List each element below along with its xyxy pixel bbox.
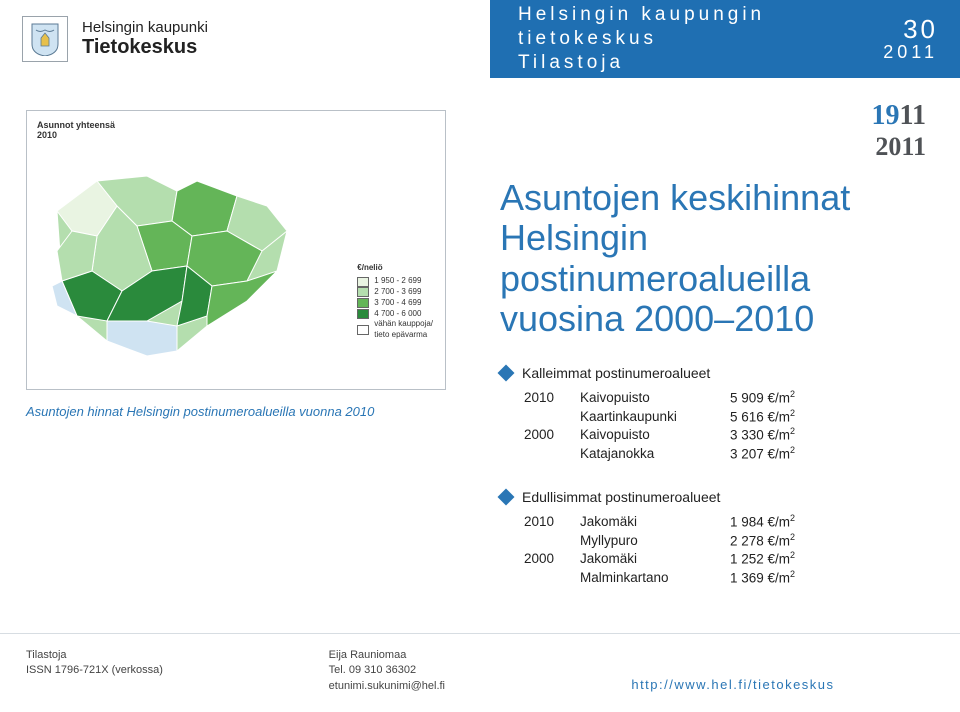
footer: Tilastoja ISSN 1796-721X (verkossa) Eija… bbox=[0, 633, 960, 712]
cell-place: Jakomäki bbox=[580, 513, 730, 532]
footer-tel: Tel. 09 310 36302 bbox=[329, 663, 632, 678]
footer-author: Eija Rauniomaa bbox=[329, 648, 632, 663]
diamond-icon bbox=[498, 489, 515, 506]
section-cheap: Edullisimmat postinumeroalueet 2010Jakom… bbox=[500, 489, 934, 587]
header-left: Helsingin kaupunki Tietokeskus bbox=[0, 0, 490, 78]
table-row: 2000Jakomäki1 252 €/m2 bbox=[524, 550, 805, 569]
left-column: Asunnot yhteensä 2010 bbox=[26, 106, 486, 587]
footer-email: etunimi.sukunimi@hel.fi bbox=[329, 679, 632, 694]
cell-value: 1 252 €/m2 bbox=[730, 550, 805, 569]
cell-value: 3 207 €/m2 bbox=[730, 445, 805, 464]
section-heading: Kalleimmat postinumeroalueet bbox=[500, 365, 934, 381]
cell-value: 2 278 €/m2 bbox=[730, 532, 805, 551]
diamond-icon bbox=[498, 365, 515, 382]
anniv-11: 11 bbox=[900, 100, 926, 131]
publication-line2: Tilastoja bbox=[518, 51, 883, 75]
anniv-bottom: 2011 bbox=[872, 132, 926, 162]
cell-year bbox=[524, 408, 580, 427]
legend-label: 4 700 - 6 000 bbox=[374, 309, 421, 320]
cell-value: 5 909 €/m2 bbox=[730, 389, 805, 408]
footer-col-2: Eija Rauniomaa Tel. 09 310 36302 etunimi… bbox=[329, 648, 632, 694]
legend-label: 2 700 - 3 699 bbox=[374, 287, 421, 298]
cell-place: Katajanokka bbox=[580, 445, 730, 464]
org-unit: Tietokeskus bbox=[82, 36, 208, 59]
legend-title: €/neliö bbox=[357, 263, 433, 274]
table-row: Myllypuro2 278 €/m2 bbox=[524, 532, 805, 551]
expensive-table: 2010Kaivopuisto5 909 €/m2 Kaartinkaupunk… bbox=[524, 389, 805, 463]
section-heading-text: Edullisimmat postinumeroalueet bbox=[522, 489, 720, 505]
org-city: Helsingin kaupunki bbox=[82, 19, 208, 36]
section-heading: Edullisimmat postinumeroalueet bbox=[500, 489, 934, 505]
legend-label: 1 950 - 2 699 bbox=[374, 276, 421, 287]
cell-value: 1 369 €/m2 bbox=[730, 569, 805, 588]
legend-swatch bbox=[357, 325, 369, 335]
city-crest-icon bbox=[22, 16, 68, 62]
cell-year: 2010 bbox=[524, 389, 580, 408]
legend-label: vähän kauppoja/ tieto epävarma bbox=[374, 319, 433, 341]
legend-swatch bbox=[357, 298, 369, 308]
map-caption: Asuntojen hinnat Helsingin postinumeroal… bbox=[26, 404, 486, 419]
cell-year: 2000 bbox=[524, 550, 580, 569]
legend-row: 4 700 - 6 000 bbox=[357, 309, 433, 320]
issue-year: 2011 bbox=[883, 43, 938, 62]
cell-value: 1 984 €/m2 bbox=[730, 513, 805, 532]
footer-col-1: Tilastoja ISSN 1796-721X (verkossa) bbox=[26, 648, 329, 694]
main: Asunnot yhteensä 2010 bbox=[0, 78, 960, 587]
cell-place: Kaartinkaupunki bbox=[580, 408, 730, 427]
table-row: Malminkartano1 369 €/m2 bbox=[524, 569, 805, 588]
header-right: Helsingin kaupungin tietokeskus Tilastoj… bbox=[490, 0, 960, 78]
legend-row: vähän kauppoja/ tieto epävarma bbox=[357, 319, 433, 341]
document-title: Asuntojen keskihinnat Helsingin postinum… bbox=[500, 178, 934, 339]
cell-year: 2000 bbox=[524, 426, 580, 445]
legend-row: 2 700 - 3 699 bbox=[357, 287, 433, 298]
cheap-table: 2010Jakomäki1 984 €/m2 Myllypuro2 278 €/… bbox=[524, 513, 805, 587]
cell-value: 5 616 €/m2 bbox=[730, 408, 805, 427]
table-row: 2000Kaivopuisto3 330 €/m2 bbox=[524, 426, 805, 445]
legend-row: 3 700 - 4 699 bbox=[357, 298, 433, 309]
section-expensive: Kalleimmat postinumeroalueet 2010Kaivopu… bbox=[500, 365, 934, 463]
right-column: Asuntojen keskihinnat Helsingin postinum… bbox=[486, 106, 934, 587]
footer-link[interactable]: http://www.hel.fi/tietokeskus bbox=[631, 676, 834, 694]
legend-row: 1 950 - 2 699 bbox=[357, 276, 433, 287]
anniversary-mark: 1911 2011 bbox=[872, 100, 926, 162]
table-row: Katajanokka3 207 €/m2 bbox=[524, 445, 805, 464]
map-title-year: 2010 bbox=[37, 131, 435, 141]
footer-issn: ISSN 1796-721X (verkossa) bbox=[26, 663, 329, 678]
legend-swatch bbox=[357, 309, 369, 319]
legend-swatch bbox=[357, 277, 369, 287]
cell-value: 3 330 €/m2 bbox=[730, 426, 805, 445]
legend-label: 3 700 - 4 699 bbox=[374, 298, 421, 309]
map-title: Asunnot yhteensä 2010 bbox=[37, 121, 435, 141]
cell-place: Myllypuro bbox=[580, 532, 730, 551]
table-row: 2010Jakomäki1 984 €/m2 bbox=[524, 513, 805, 532]
map-box: Asunnot yhteensä 2010 bbox=[26, 110, 446, 390]
map-title-line1: Asunnot yhteensä bbox=[37, 121, 435, 131]
cell-place: Kaivopuisto bbox=[580, 389, 730, 408]
anniv-19: 19 bbox=[872, 100, 900, 131]
section-heading-text: Kalleimmat postinumeroalueet bbox=[522, 365, 710, 381]
cell-year bbox=[524, 569, 580, 588]
legend-swatch bbox=[357, 287, 369, 297]
cell-year: 2010 bbox=[524, 513, 580, 532]
cell-place: Malminkartano bbox=[580, 569, 730, 588]
map-legend: €/neliö 1 950 - 2 699 2 700 - 3 699 3 70… bbox=[357, 263, 433, 341]
choropleth-map-icon bbox=[37, 151, 307, 371]
cell-year bbox=[524, 532, 580, 551]
table-row: Kaartinkaupunki5 616 €/m2 bbox=[524, 408, 805, 427]
table-row: 2010Kaivopuisto5 909 €/m2 bbox=[524, 389, 805, 408]
footer-col-3: http://www.hel.fi/tietokeskus bbox=[631, 648, 934, 694]
issue-block: 30 2011 bbox=[883, 16, 938, 62]
footer-series: Tilastoja bbox=[26, 648, 329, 663]
publication-line1: Helsingin kaupungin tietokeskus bbox=[518, 3, 883, 51]
cell-year bbox=[524, 445, 580, 464]
cell-place: Jakomäki bbox=[580, 550, 730, 569]
cell-place: Kaivopuisto bbox=[580, 426, 730, 445]
publication-name: Helsingin kaupungin tietokeskus Tilastoj… bbox=[518, 3, 883, 74]
issue-number: 30 bbox=[883, 16, 938, 43]
org-text: Helsingin kaupunki Tietokeskus bbox=[82, 19, 208, 59]
header: Helsingin kaupunki Tietokeskus Helsingin… bbox=[0, 0, 960, 78]
